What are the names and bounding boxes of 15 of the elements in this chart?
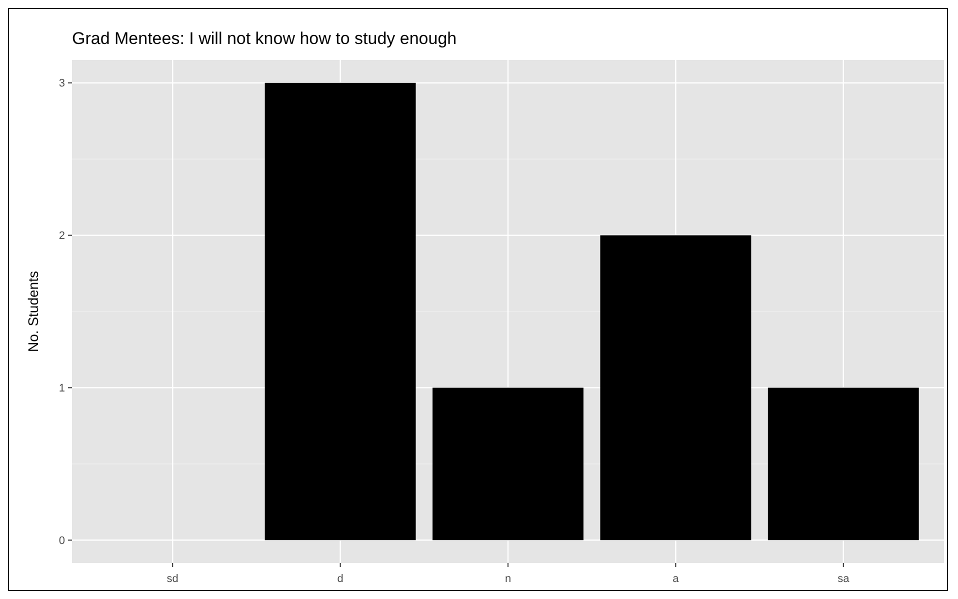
x-tick-label: n: [504, 573, 512, 585]
x-tick-label: sd: [166, 573, 178, 585]
y-axis-title: No. Students: [25, 271, 41, 352]
y-tick-label: 2: [58, 230, 65, 242]
bar: [432, 388, 584, 540]
chart-title: Grad Mentees: I will not know how to study enough: [72, 29, 457, 48]
x-tick-label: a: [672, 573, 680, 585]
x-tick-label: d: [337, 573, 344, 585]
x-tick-label: sa: [838, 573, 850, 585]
y-tick-label: 0: [58, 534, 65, 547]
bar: [264, 82, 416, 540]
bar: [600, 235, 752, 540]
bar: [768, 388, 919, 540]
y-tick-label: 1: [58, 382, 65, 395]
y-tick-label: 3: [58, 78, 65, 90]
